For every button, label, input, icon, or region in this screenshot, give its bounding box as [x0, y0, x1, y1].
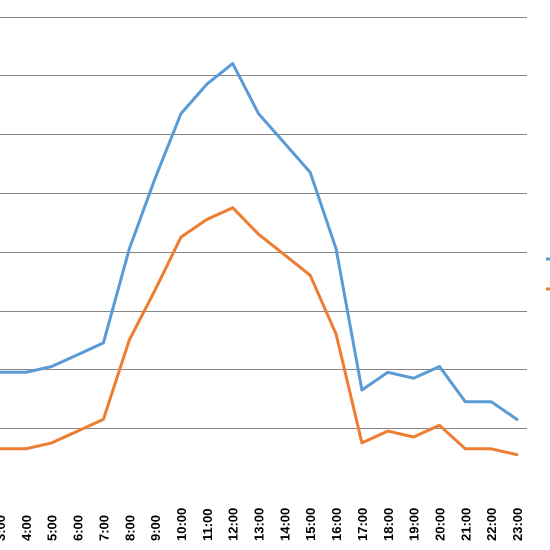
x-tick-label: 3:00 [0, 515, 8, 541]
x-tick-label: 11:00 [200, 508, 215, 541]
series-line-1 [0, 62, 519, 421]
x-tick-label: 16:00 [329, 508, 344, 541]
x-tick-label: 8:00 [122, 515, 137, 541]
x-tick-label: 18:00 [381, 508, 396, 541]
x-tick-label: 7:00 [96, 515, 111, 541]
series-lines [0, 62, 519, 457]
x-tick-label: 20:00 [432, 508, 447, 541]
x-tick-label: 14:00 [277, 508, 292, 541]
x-tick-label: 12:00 [226, 508, 241, 541]
gridlines [0, 17, 527, 429]
x-tick-label: 9:00 [148, 515, 163, 541]
x-tick-label: 22:00 [484, 508, 499, 541]
x-tick-label: 17:00 [355, 508, 370, 541]
legend [546, 257, 550, 291]
x-tick-label: 19:00 [407, 508, 422, 541]
series-line-2 [0, 206, 519, 457]
x-tick-label: 23:00 [510, 508, 525, 541]
x-tick-label: 21:00 [458, 508, 473, 541]
x-tick-label: 15:00 [303, 508, 318, 541]
x-tick-label: 13:00 [252, 508, 267, 541]
x-tick-label: 4:00 [19, 515, 34, 541]
x-axis: 3:00 4:00 5:00 6:00 7:00 8:00 9:00 10:00 11:00 12… [0, 508, 525, 541]
x-tick-label: 6:00 [71, 515, 86, 541]
x-tick-label: 5:00 [45, 515, 60, 541]
x-tick-label: 10:00 [174, 508, 189, 541]
